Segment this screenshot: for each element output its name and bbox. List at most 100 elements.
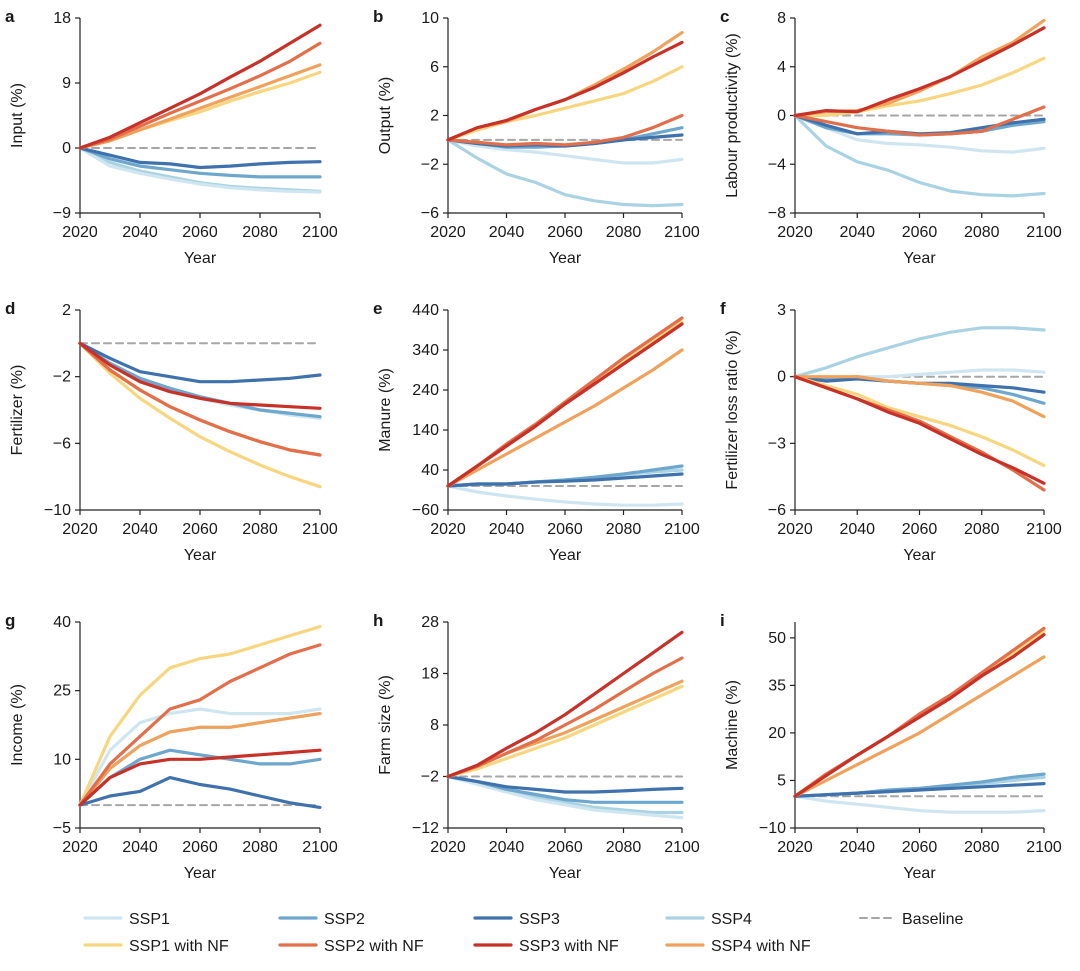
x-tick-label: 2020 xyxy=(430,521,466,538)
legend-label-ssp1-with-nf: SSP1 with NF xyxy=(129,938,229,955)
x-axis-label: Year xyxy=(184,865,217,882)
panel-letter: d xyxy=(5,299,15,318)
legend-label-ssp1: SSP1 xyxy=(129,911,170,928)
x-tick-label: 2100 xyxy=(664,839,700,856)
x-tick-label: 2060 xyxy=(182,839,218,856)
series-ssp1 xyxy=(78,707,322,807)
y-axis-label: Labour productivity (%) xyxy=(724,33,741,198)
x-tick-label: 2020 xyxy=(62,839,98,856)
series-ssp1 xyxy=(78,146,322,194)
series-ssp4-with-nf xyxy=(446,348,684,488)
x-tick-label: 2040 xyxy=(122,521,158,538)
y-tick-label: −60 xyxy=(412,502,439,519)
y-tick-label: 50 xyxy=(768,630,786,647)
series-ssp4-with-nf xyxy=(793,655,1046,798)
panel-d: d −10 −6 −2 2 2020 2040 2060 2080 2100 Year Fertili… xyxy=(5,299,338,564)
series-ssp1 xyxy=(446,484,684,507)
y-tick-label: 40 xyxy=(421,462,439,479)
panel-c: c −8 −4 0 4 8 2020 2040 2060 2080 2100 Year Labour p… xyxy=(720,7,1062,267)
series-ssp1-with-nf xyxy=(446,684,684,779)
legend-label-ssp4-with-nf: SSP4 with NF xyxy=(711,938,811,955)
series-ssp1-with-nf xyxy=(793,375,1046,468)
y-axis-label: Income (%) xyxy=(9,684,26,766)
x-tick-label: 2100 xyxy=(1026,224,1062,241)
series-ssp1 xyxy=(793,794,1046,814)
x-tick-label: 2040 xyxy=(489,839,525,856)
y-tick-label: −6 xyxy=(421,205,439,222)
series-ssp2-with-nf xyxy=(446,656,684,779)
series-ssp4 xyxy=(446,138,684,208)
legend-label-ssp4: SSP4 xyxy=(711,911,752,928)
series-ssp1-with-nf xyxy=(78,341,322,489)
y-tick-label: 2 xyxy=(62,302,71,319)
series-ssp3 xyxy=(446,774,684,794)
y-tick-label: −12 xyxy=(412,820,439,837)
x-tick-label: 2060 xyxy=(547,224,583,241)
series-ssp3-with-nf xyxy=(446,630,684,779)
series-ssp3-with-nf xyxy=(793,633,1046,798)
x-tick-label: 2100 xyxy=(1026,521,1062,538)
x-axis-label: Year xyxy=(903,547,936,564)
series-ssp1 xyxy=(446,138,684,165)
series-ssp2 xyxy=(78,146,322,179)
x-tick-label: 2080 xyxy=(242,224,278,241)
panel-g: g −5 10 25 40 2020 2040 2060 2080 2100 Year Income … xyxy=(5,611,338,882)
y-axis-label: Output (%) xyxy=(377,77,394,154)
y-axis-label: Farm size (%) xyxy=(377,675,394,775)
series-ssp2-with-nf xyxy=(446,113,684,147)
y-tick-label: −9 xyxy=(53,205,71,222)
x-axis-label: Year xyxy=(184,547,217,564)
x-tick-label: 2040 xyxy=(122,839,158,856)
x-tick-label: 2040 xyxy=(489,521,525,538)
y-tick-label: 0 xyxy=(777,108,786,125)
legend-label-ssp2: SSP2 xyxy=(324,911,365,928)
series-ssp3 xyxy=(793,781,1046,798)
series-ssp1 xyxy=(446,774,684,820)
y-tick-label: −6 xyxy=(53,435,71,452)
panel-letter: i xyxy=(720,611,725,630)
panel-letter: e xyxy=(373,299,382,318)
panel-letter: c xyxy=(720,7,729,26)
x-tick-label: 2060 xyxy=(547,521,583,538)
y-tick-label: −10 xyxy=(44,502,71,519)
y-axis-label: Input (%) xyxy=(9,83,26,148)
y-tick-label: 10 xyxy=(53,751,71,768)
y-tick-label: −4 xyxy=(768,156,786,173)
y-tick-label: 0 xyxy=(62,140,71,157)
legend-label-ssp3-with-nf: SSP3 with NF xyxy=(519,938,619,955)
x-axis-label: Year xyxy=(549,547,582,564)
x-tick-label: 2060 xyxy=(902,521,938,538)
x-tick-label: 2100 xyxy=(302,839,338,856)
x-tick-label: 2100 xyxy=(302,521,338,538)
series-ssp3-with-nf xyxy=(793,375,1046,485)
x-tick-label: 2060 xyxy=(547,839,583,856)
x-tick-label: 2080 xyxy=(242,839,278,856)
x-tick-label: 2040 xyxy=(839,521,875,538)
y-axis-label: Manure (%) xyxy=(377,368,394,452)
series-ssp3 xyxy=(78,775,322,810)
y-tick-label: 20 xyxy=(768,725,786,742)
panel-letter: h xyxy=(373,611,383,630)
y-tick-label: −2 xyxy=(53,369,71,386)
series-ssp3 xyxy=(78,341,322,384)
x-tick-label: 2080 xyxy=(964,521,1000,538)
y-tick-label: −2 xyxy=(421,769,439,786)
x-axis-label: Year xyxy=(549,865,582,882)
series-ssp2-with-nf xyxy=(78,341,322,457)
y-tick-label: 8 xyxy=(777,10,786,27)
series-ssp3-with-nf xyxy=(793,26,1046,118)
x-tick-label: 2020 xyxy=(777,521,813,538)
y-tick-label: −6 xyxy=(768,502,786,519)
series-ssp1-with-nf xyxy=(793,56,1046,118)
x-tick-label: 2080 xyxy=(606,224,642,241)
x-tick-label: 2040 xyxy=(489,224,525,241)
series-ssp2-with-nf xyxy=(78,41,322,150)
x-tick-label: 2100 xyxy=(664,224,700,241)
series-ssp3-with-nf xyxy=(78,341,322,410)
y-tick-label: −3 xyxy=(768,435,786,452)
series-ssp4 xyxy=(793,326,1046,379)
y-tick-label: −8 xyxy=(768,205,786,222)
series-ssp4-with-nf xyxy=(78,711,322,807)
series-ssp3-with-nf xyxy=(446,40,684,142)
x-tick-label: 2020 xyxy=(777,224,813,241)
